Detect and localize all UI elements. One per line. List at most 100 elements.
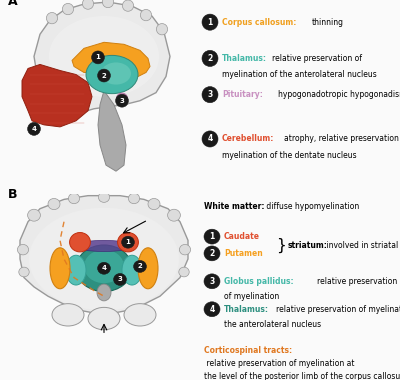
Circle shape [116,94,128,107]
Ellipse shape [97,284,111,301]
Text: involved in striatal variant: involved in striatal variant [324,241,400,250]
Text: Caudate: Caudate [224,232,260,241]
Text: thinning: thinning [312,17,344,27]
Ellipse shape [84,250,124,283]
Circle shape [156,24,168,35]
Text: 4: 4 [102,265,106,271]
Text: 1: 1 [207,17,213,27]
Text: 2: 2 [209,249,215,258]
Circle shape [28,122,40,135]
Circle shape [92,51,104,64]
Circle shape [204,246,220,261]
Circle shape [202,131,218,147]
Circle shape [204,229,220,244]
Polygon shape [98,91,126,171]
Text: 1: 1 [209,232,215,241]
Ellipse shape [122,255,142,285]
Text: Corpus callosum:: Corpus callosum: [222,17,296,27]
Text: 3: 3 [118,277,122,282]
Text: relative preservation of myelination at: relative preservation of myelination at [204,359,354,368]
Text: of myelination: of myelination [224,292,279,301]
Circle shape [70,233,90,252]
Text: 3: 3 [120,98,124,104]
Text: 2: 2 [138,263,142,269]
Circle shape [118,233,138,252]
Ellipse shape [66,255,86,285]
Text: 2: 2 [207,54,213,63]
Circle shape [179,267,189,277]
Text: Pituitary:: Pituitary: [222,90,263,99]
Circle shape [102,0,114,8]
Ellipse shape [49,16,159,97]
Circle shape [114,274,126,285]
Circle shape [204,274,220,289]
Text: the level of the posterior limb of the corpus callosum: the level of the posterior limb of the c… [204,372,400,380]
Text: myelination of the dentate nucleus: myelination of the dentate nucleus [222,150,357,160]
Text: 4: 4 [32,126,36,132]
Circle shape [116,93,128,104]
Circle shape [19,267,29,277]
Ellipse shape [124,304,156,326]
Polygon shape [72,42,150,76]
Circle shape [98,262,110,274]
Text: A: A [8,0,18,8]
Circle shape [202,14,218,30]
Circle shape [202,50,218,66]
Text: the anterolateral nucleus: the anterolateral nucleus [224,320,321,329]
Ellipse shape [138,248,158,289]
Circle shape [98,69,110,82]
Circle shape [148,198,160,210]
Ellipse shape [76,245,132,291]
Text: Corticospinal tracts:: Corticospinal tracts: [204,346,292,355]
Ellipse shape [88,307,120,330]
Ellipse shape [74,240,134,252]
Circle shape [82,0,94,9]
Circle shape [62,3,74,15]
Text: striatum:: striatum: [288,241,328,250]
Circle shape [168,209,180,221]
Text: }: } [276,238,286,253]
Polygon shape [20,196,188,315]
Text: Putamen: Putamen [224,249,263,258]
Text: B: B [8,188,18,201]
Ellipse shape [50,248,70,289]
Text: Cerebellum:: Cerebellum: [222,135,274,144]
Text: 2: 2 [102,73,106,79]
Polygon shape [34,2,170,117]
Circle shape [140,10,152,21]
Circle shape [46,13,58,24]
Circle shape [202,87,218,103]
Text: myelination of the anterolateral nucleus: myelination of the anterolateral nucleus [222,70,377,79]
Text: 1: 1 [96,54,100,60]
Text: relative preservation of myelination of: relative preservation of myelination of [276,305,400,314]
Text: Thalamus:: Thalamus: [222,54,267,63]
Polygon shape [22,65,92,127]
Text: 1: 1 [126,239,130,245]
Text: White matter:: White matter: [204,202,264,211]
Circle shape [18,244,29,255]
Ellipse shape [101,62,131,85]
Text: 4: 4 [209,305,215,314]
Circle shape [179,244,191,255]
Text: hypogonadotropic hypogonadism: hypogonadotropic hypogonadism [278,90,400,99]
Circle shape [122,236,134,248]
Text: atrophy, relative preservation of: atrophy, relative preservation of [284,135,400,144]
Circle shape [68,193,80,204]
Circle shape [48,198,60,210]
Text: relative preservation: relative preservation [317,277,397,286]
Text: Globus pallidus:: Globus pallidus: [224,277,294,286]
Ellipse shape [86,55,138,93]
Circle shape [28,209,40,221]
Text: 4: 4 [207,135,213,144]
Text: Thalamus:: Thalamus: [224,305,269,314]
Ellipse shape [29,208,179,310]
Text: 3: 3 [207,90,213,99]
Circle shape [204,302,220,317]
Circle shape [128,193,140,204]
Circle shape [98,192,110,203]
Text: diffuse hypomyelination: diffuse hypomyelination [264,202,359,211]
Ellipse shape [52,304,84,326]
Circle shape [122,0,134,11]
Circle shape [134,260,146,272]
Text: relative preservation of: relative preservation of [272,54,362,63]
